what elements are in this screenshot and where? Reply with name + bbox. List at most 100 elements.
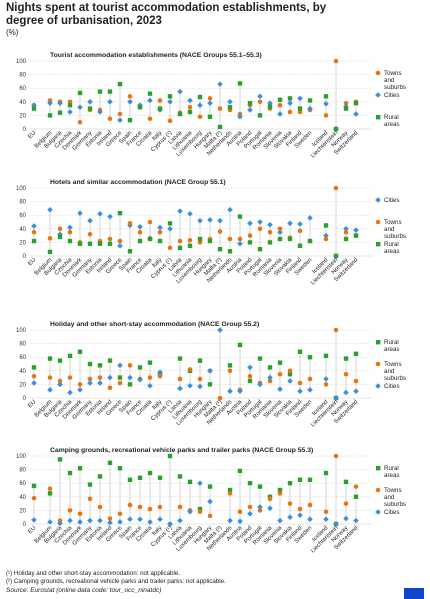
marker-rural-19 — [227, 487, 233, 493]
panel-title: Hotels and similar accommodation (NACE G… — [50, 179, 226, 186]
y-tick-label: 40 — [19, 369, 26, 375]
marker-rural-26 — [297, 349, 303, 354]
marker-towns-23 — [267, 378, 273, 384]
marker-rural-0 — [31, 483, 37, 489]
marker-rural-28 — [323, 223, 329, 228]
marker-rural-14 — [177, 111, 183, 117]
marker-cities-28 — [323, 376, 329, 382]
marker-rural-17 — [207, 382, 213, 387]
marker-cities-1 — [47, 206, 53, 213]
legend-label-rural: Rural — [384, 241, 399, 248]
marker-towns-8 — [117, 238, 123, 244]
marker-rural-17 — [207, 484, 213, 489]
marker-cities-28 — [323, 516, 329, 523]
marker-rural-8 — [117, 375, 123, 380]
marker-cities-16 — [197, 217, 203, 224]
marker-rural-0 — [31, 238, 37, 244]
marker-towns-1 — [47, 375, 53, 380]
marker-cities-24 — [277, 386, 283, 392]
marker-towns-14 — [177, 376, 183, 382]
marker-rural-2 — [57, 110, 63, 115]
marker-cities-6 — [97, 109, 103, 115]
marker-rural-22 — [257, 356, 263, 361]
marker-towns-19 — [227, 368, 233, 374]
marker-towns-11 — [147, 506, 153, 512]
marker-cities-3 — [67, 517, 73, 524]
marker-cities-16 — [197, 383, 203, 390]
marker-towns-29 — [333, 185, 339, 191]
marker-rural-10 — [137, 365, 143, 370]
marker-cities-26 — [297, 95, 303, 102]
unit-label: (%) — [6, 28, 19, 37]
marker-towns-14 — [177, 504, 183, 510]
marker-rural-3 — [67, 353, 73, 359]
legend-label-rural: areas — [384, 472, 399, 479]
chart-title: Nights spent at tourist accommodation es… — [6, 2, 327, 27]
marker-towns-4 — [77, 119, 83, 125]
marker-rural-4 — [77, 90, 83, 96]
y-tick-label: 100 — [16, 328, 27, 334]
marker-cities-4 — [77, 104, 83, 111]
marker-rural-28 — [323, 94, 329, 99]
marker-rural-19 — [227, 363, 233, 368]
marker-towns-24 — [277, 491, 283, 496]
legend-marker-towns — [375, 219, 381, 225]
marker-towns-2 — [57, 378, 63, 384]
eurostat-logo — [404, 588, 424, 599]
marker-rural-17 — [207, 238, 213, 244]
marker-cities-9 — [127, 374, 133, 381]
footnote-1: (¹) Holiday and other short-stay accommo… — [6, 570, 181, 577]
marker-towns-9 — [127, 94, 133, 99]
marker-rural-12 — [157, 475, 163, 480]
marker-cities-23 — [267, 374, 273, 381]
marker-cities-13 — [167, 226, 173, 232]
marker-rural-20 — [237, 468, 243, 474]
marker-cities-7 — [107, 374, 113, 381]
marker-rural-7 — [107, 358, 113, 363]
marker-towns-16 — [197, 509, 203, 515]
y-tick-label: 20 — [19, 508, 26, 514]
marker-towns-8 — [117, 380, 123, 386]
marker-cities-14 — [177, 208, 183, 214]
marker-rural-30 — [343, 479, 349, 485]
marker-cities-24 — [277, 229, 283, 235]
marker-cities-1 — [47, 100, 53, 106]
marker-towns-26 — [297, 380, 303, 386]
legend-label-towns: Towns — [384, 487, 402, 494]
marker-rural-25 — [287, 372, 293, 377]
marker-towns-20 — [237, 509, 243, 515]
marker-cities-27 — [307, 387, 313, 393]
legend-label-rural: Rural — [384, 114, 399, 121]
marker-cities-20 — [237, 240, 243, 247]
marker-rural-27 — [307, 477, 313, 482]
marker-cities-27 — [307, 105, 313, 112]
marker-cities-22 — [257, 381, 263, 388]
marker-cities-0 — [31, 102, 37, 108]
marker-rural-20 — [237, 342, 243, 348]
marker-towns-5 — [87, 376, 93, 382]
marker-rural-9 — [127, 117, 133, 123]
legend-label-towns: suburbs — [384, 501, 406, 508]
legend-label-rural: areas — [384, 121, 399, 128]
marker-rural-31 — [353, 351, 359, 356]
marker-rural-22 — [257, 113, 263, 118]
marker-towns-9 — [127, 502, 133, 508]
marker-cities-29 — [333, 521, 339, 527]
x-tick-label: EU — [27, 525, 37, 535]
marker-cities-11 — [147, 382, 153, 389]
legend-label-towns: suburbs — [384, 84, 406, 91]
marker-rural-3 — [67, 103, 73, 108]
legend-label-towns: Towns — [384, 70, 402, 77]
marker-rural-10 — [137, 238, 143, 244]
marker-rural-22 — [257, 247, 263, 252]
marker-towns-1 — [47, 486, 53, 491]
footnote-2: (²) Camping grounds, recreational vehicl… — [6, 578, 226, 585]
marker-towns-21 — [247, 233, 253, 238]
marker-towns-28 — [323, 113, 329, 118]
marker-towns-20 — [237, 236, 243, 242]
legend-marker-cities — [375, 383, 381, 389]
marker-cities-7 — [107, 99, 113, 105]
marker-towns-30 — [343, 371, 349, 377]
marker-cities-11 — [147, 97, 153, 104]
legend-marker-rural — [376, 466, 381, 471]
